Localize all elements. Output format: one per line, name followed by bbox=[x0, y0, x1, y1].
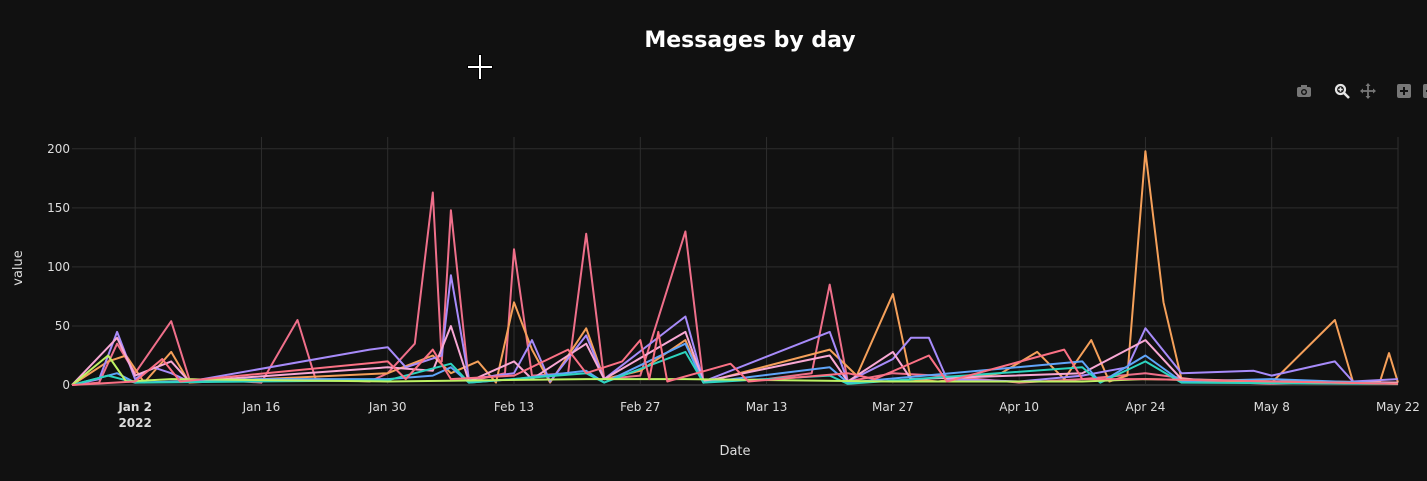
y-tick-label: 0 bbox=[62, 378, 70, 392]
grid-lines bbox=[72, 137, 1399, 386]
y-axis-title: value bbox=[11, 250, 26, 286]
y-tick-label: 100 bbox=[47, 260, 70, 274]
x-tick-label: Jan 2 bbox=[117, 400, 152, 414]
zoom-out-icon[interactable] bbox=[1421, 82, 1427, 100]
zoom-in-icon[interactable] bbox=[1395, 82, 1413, 100]
x-tick-label: May 8 bbox=[1254, 400, 1290, 414]
x-tick-label: Feb 13 bbox=[494, 400, 534, 414]
x-tick-label: May 22 bbox=[1376, 400, 1420, 414]
crosshair-cursor-icon bbox=[467, 54, 493, 80]
x-tick-label: Feb 27 bbox=[620, 400, 660, 414]
y-tick-labels: 0 50 100 150 200 bbox=[47, 142, 70, 392]
y-tick-label: 50 bbox=[55, 319, 70, 333]
chart-title: Messages by day bbox=[644, 28, 856, 53]
x-tick-labels: Jan 2 2022 Jan 16 Jan 30 Feb 13 Feb 27 Mar 13 M… bbox=[117, 400, 1420, 430]
x-tick-label: Apr 10 bbox=[999, 400, 1039, 414]
modebar bbox=[1295, 82, 1427, 100]
x-tick-label: Jan 16 bbox=[242, 400, 281, 414]
camera-icon[interactable] bbox=[1295, 82, 1313, 100]
x-tick-label: Mar 27 bbox=[872, 400, 914, 414]
series-line-1 bbox=[71, 191, 1399, 386]
x-tick-label: Apr 24 bbox=[1126, 400, 1166, 414]
series-line-2 bbox=[71, 150, 1399, 386]
series-line-7 bbox=[71, 354, 1399, 386]
y-tick-label: 150 bbox=[47, 201, 70, 215]
zoom-icon[interactable] bbox=[1333, 82, 1351, 100]
x-tick-label: Mar 13 bbox=[746, 400, 788, 414]
y-tick-label: 200 bbox=[47, 142, 70, 156]
series-lines bbox=[71, 150, 1399, 386]
x-tick-sublabel: 2022 bbox=[118, 416, 151, 430]
x-axis-title: Date bbox=[719, 444, 750, 459]
series-line-8 bbox=[71, 330, 1399, 386]
x-tick-label: Jan 30 bbox=[368, 400, 407, 414]
pan-icon[interactable] bbox=[1359, 82, 1377, 100]
series-line-4 bbox=[71, 325, 1399, 386]
